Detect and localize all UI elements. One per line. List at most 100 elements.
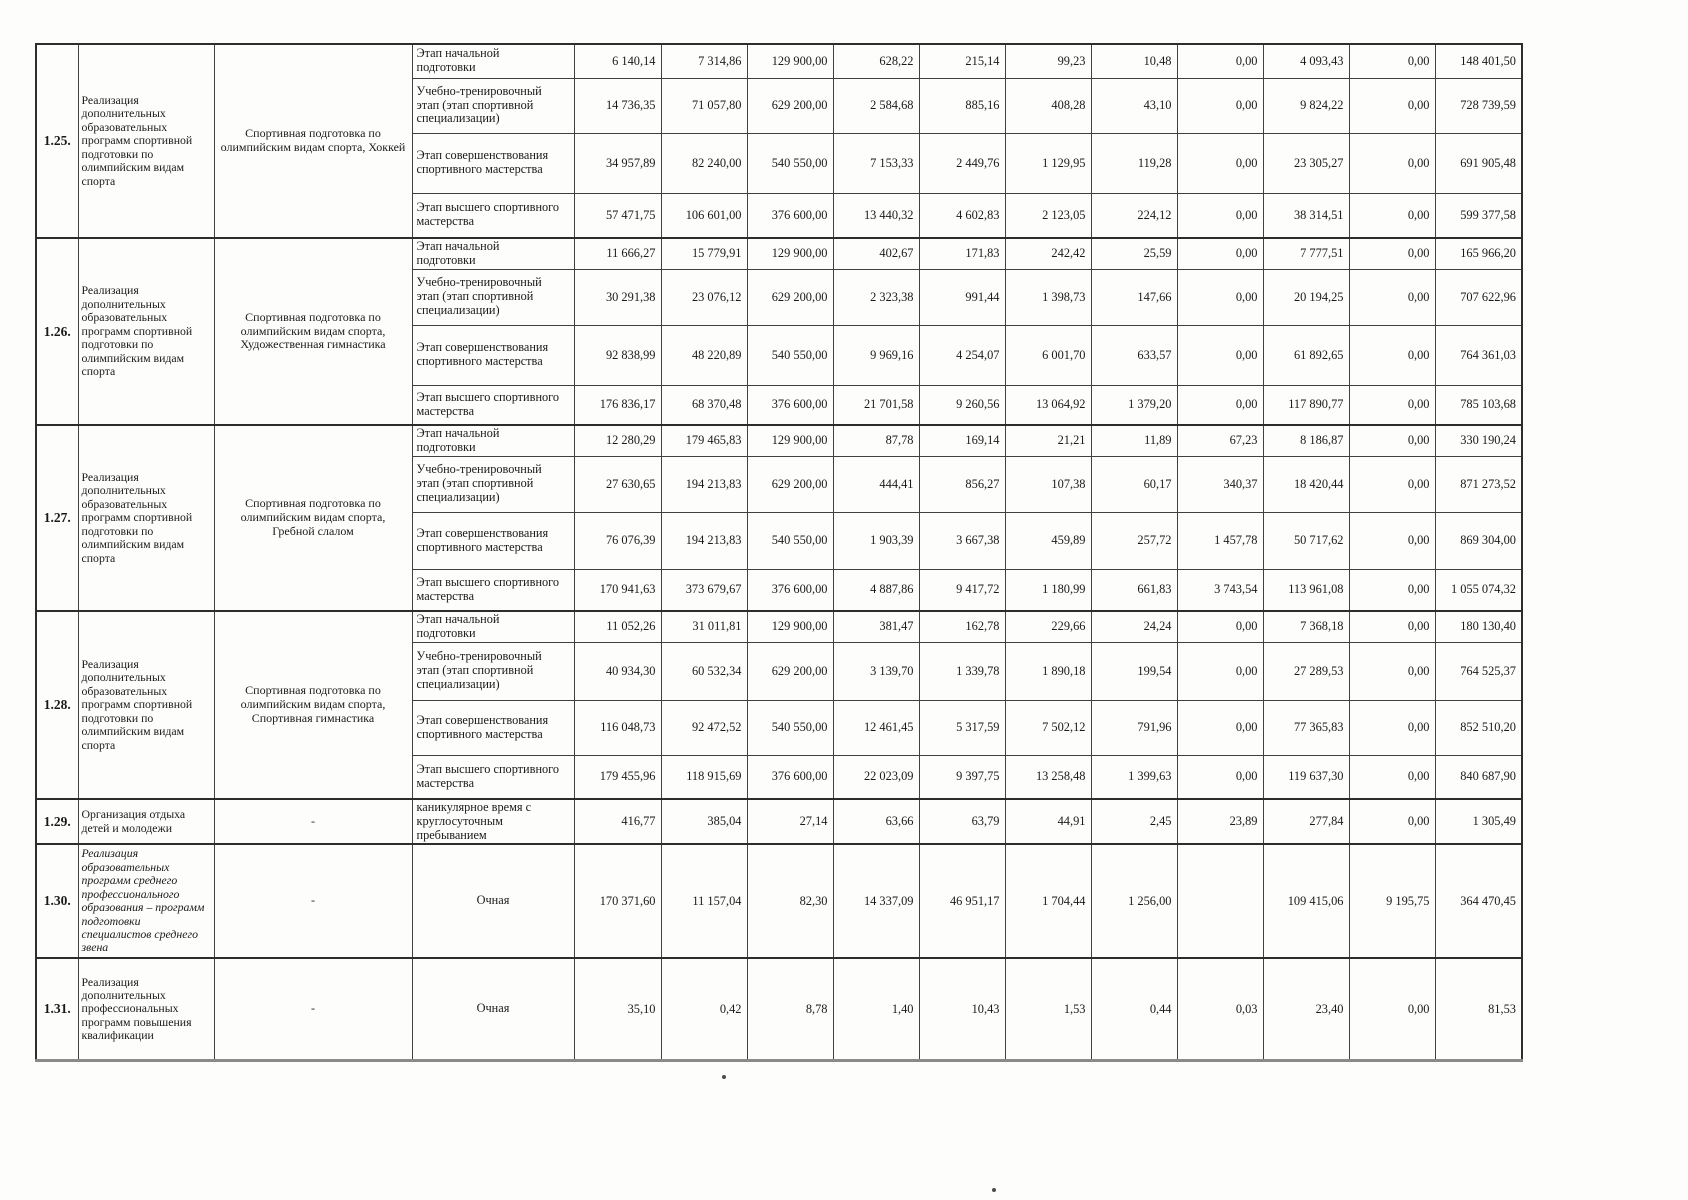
value-cell: 106 601,00 [660,192,748,239]
table-row: 1.28. Реализация дополнительных образоват… [35,610,1523,800]
value-cell: 0,00 [1348,132,1436,194]
value-cell: 4 254,07 [918,324,1006,386]
stage-cell: Этап совершенствования спортивного масте… [411,511,575,570]
value-cell: 11,89 [1090,424,1178,457]
stage-cell: Этап начальной подготовки [411,43,575,79]
value-cell: 229,66 [1004,610,1092,643]
value-cell: 170 371,60 [573,843,662,959]
value-cell: 0,00 [1176,192,1264,239]
value-cell: 77 365,83 [1262,699,1350,756]
value-cell: 171,83 [918,236,1006,270]
value-cell: 691 905,48 [1434,132,1523,194]
value-cell: 0,00 [1176,384,1264,426]
stage-cell: Этап начальной подготовки [411,424,575,457]
sport-cell: - [213,956,413,1062]
value-cell: 628,22 [832,43,920,79]
value-cell: 540 550,00 [746,511,834,570]
value-cell: 764 361,03 [1434,324,1523,386]
value-cell: 629 200,00 [746,455,834,513]
value-cell: 11 157,04 [660,843,748,959]
value-cell: 61 892,65 [1262,324,1350,386]
value-cell: 27 630,65 [573,455,662,513]
value-cell: 1 457,78 [1176,511,1264,570]
value-cell: 885,16 [918,77,1006,134]
value-cell: 9 824,22 [1262,77,1350,134]
value-cell: 7 314,86 [660,43,748,79]
row-number-cell: 1.28. [35,610,79,800]
value-cell: 0,00 [1176,641,1264,701]
scan-speck [992,1188,996,1192]
stage-cell: Учебно-тренировочный этап (этап спортивн… [411,77,575,134]
value-cell: 179 455,96 [573,754,662,800]
value-cell: 242,42 [1004,236,1092,270]
value-cell: 9 397,75 [918,754,1006,800]
value-cell: 1,53 [1004,956,1092,1062]
value-cell: 0,00 [1348,77,1436,134]
value-cell: 2 584,68 [832,77,920,134]
value-cell: 0,00 [1348,956,1436,1062]
value-cell: 9 260,56 [918,384,1006,426]
value-cell: 364 470,45 [1434,843,1523,959]
value-cell: 629 200,00 [746,77,834,134]
value-cell: 0,00 [1348,798,1436,845]
value-cell: 15 779,91 [660,236,748,270]
value-cell: 57 471,75 [573,192,662,239]
value-cell: 0,00 [1348,641,1436,701]
table-row: Учебно-тренировочный этап (этап спортивн… [36,455,1523,513]
value-cell: 129 900,00 [746,424,834,457]
value-cell: 6 001,70 [1004,324,1092,386]
value-cell: 27 289,53 [1262,641,1350,701]
stage-cell: Учебно-тренировочный этап (этап спортивн… [411,268,575,326]
value-cell: 277,84 [1262,798,1350,845]
value-cell: 0,00 [1348,699,1436,756]
value-cell: 87,78 [832,424,920,457]
value-cell: 373 679,67 [660,568,748,612]
table-row: Учебно-тренировочный этап (этап спортивн… [36,77,1523,134]
value-cell: 2 449,76 [918,132,1006,194]
value-cell: 785 103,68 [1434,384,1523,426]
program-cell: Реализация дополнительных образовательны… [77,424,215,612]
value-cell: 0,00 [1176,754,1264,800]
value-cell: 0,00 [1348,192,1436,239]
value-cell: 0,00 [1176,268,1264,326]
value-cell: 1 129,95 [1004,132,1092,194]
program-cell: Организация отдыха детей и молодежи [77,798,215,845]
program-cell: Реализация дополнительных профессиональн… [77,956,215,1062]
value-cell: 170 941,63 [573,568,662,612]
value-cell: 852 510,20 [1434,699,1523,756]
table-row: Этап совершенствования спортивного масте… [36,699,1523,756]
value-cell: 1 398,73 [1004,268,1092,326]
value-cell: 7 368,18 [1262,610,1350,643]
value-cell: 340,37 [1176,455,1264,513]
budget-table: 1.25. Реализация дополнительных образоват… [35,43,1523,1063]
value-cell: 0,00 [1348,43,1436,79]
value-cell: 107,38 [1004,455,1092,513]
table-row: Этап совершенствования спортивного масте… [36,324,1523,386]
value-cell: 109 415,06 [1262,843,1350,959]
value-cell: 5 317,59 [918,699,1006,756]
value-cell: 179 465,83 [660,424,748,457]
value-cell: 23,89 [1176,798,1264,845]
value-cell: 6 140,14 [573,43,662,79]
value-cell: 0,00 [1348,236,1436,270]
value-cell: 113 961,08 [1262,568,1350,612]
value-cell: 402,67 [832,236,920,270]
value-cell: 0,00 [1348,754,1436,800]
table-row: Этап высшего спортивного мастерства 176 8… [36,384,1523,426]
value-cell: 129 900,00 [746,43,834,79]
value-cell: 44,91 [1004,798,1092,845]
value-cell: 0,00 [1348,568,1436,612]
value-cell: 4 887,86 [832,568,920,612]
value-cell: 199,54 [1090,641,1178,701]
value-cell: 330 190,24 [1434,424,1523,457]
value-cell: 381,47 [832,610,920,643]
value-cell: 194 213,83 [660,455,748,513]
value-cell: 0,00 [1348,324,1436,386]
value-cell: 18 420,44 [1262,455,1350,513]
value-cell: 11 052,26 [573,610,662,643]
value-cell: 129 900,00 [746,236,834,270]
value-cell: 3 139,70 [832,641,920,701]
value-cell: 38 314,51 [1262,192,1350,239]
value-cell: 119 637,30 [1262,754,1350,800]
program-cell: Реализация образовательных программ сред… [77,843,215,959]
